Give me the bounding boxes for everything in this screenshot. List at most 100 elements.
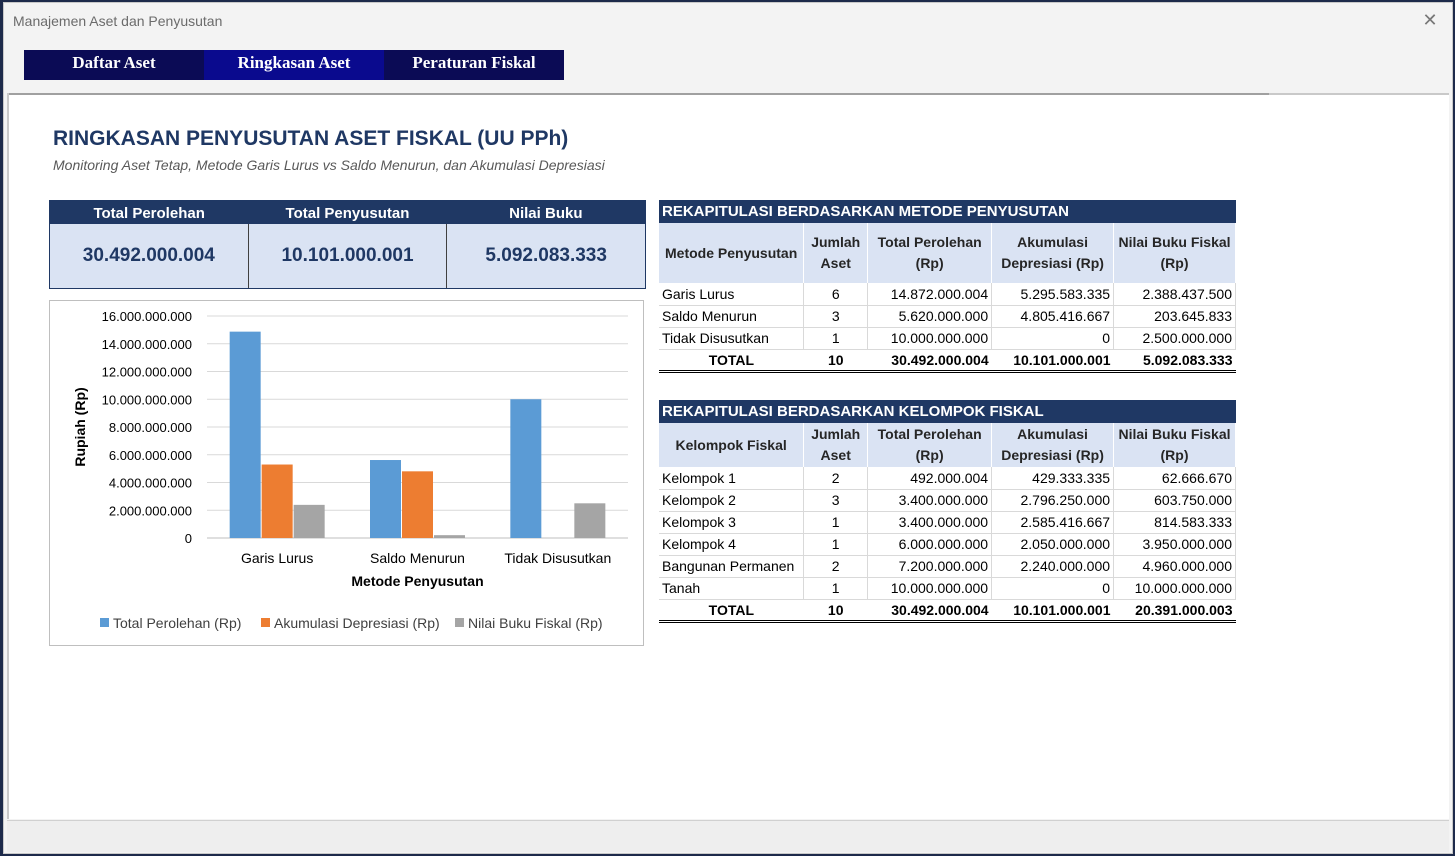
title-bar: Manajemen Aset dan Penyusutan ✕: [4, 3, 1452, 39]
y-tick-label: 16.000.000.000: [102, 309, 192, 324]
table-row[interactable]: Kelompok 1 2 492.000.004 429.333.335 62.…: [659, 467, 1236, 490]
cell[interactable]: 10.000.000.000: [867, 327, 993, 350]
cell[interactable]: Tidak Disusutkan: [659, 327, 805, 350]
cell[interactable]: 4.960.000.000: [1113, 555, 1236, 578]
rekap-metode-title: REKAPITULASI BERDASARKAN METODE PENYUSUT…: [659, 200, 1236, 223]
divider: [9, 93, 1269, 95]
kpi-total-penyusutan-value: 10.101.000.001: [249, 224, 448, 288]
cell[interactable]: 6.000.000.000: [867, 533, 993, 556]
y-tick-label: 2.000.000.000: [109, 503, 192, 518]
kpi-total-penyusutan-label: Total Penyusutan: [285, 205, 410, 222]
cell[interactable]: 2.240.000.000: [991, 555, 1115, 578]
cell[interactable]: Kelompok 3: [659, 511, 805, 534]
rekap-kelompok-table: REKAPITULASI BERDASARKAN KELOMPOK FISKAL…: [659, 400, 1236, 623]
cell[interactable]: 2: [803, 555, 869, 578]
cell[interactable]: 10.101.000.001: [991, 599, 1114, 623]
table-row[interactable]: Saldo Menurun 3 5.620.000.000 4.805.416.…: [659, 305, 1236, 328]
cell[interactable]: 1: [803, 327, 869, 350]
cell[interactable]: 20.391.000.003: [1113, 599, 1236, 623]
table-row[interactable]: Garis Lurus 6 14.872.000.004 5.295.583.3…: [659, 283, 1236, 306]
depreciation-chart[interactable]: 0 2.000.000.000 4.000.000.000 6.000.000.000…: [49, 300, 644, 646]
cell[interactable]: 3: [803, 305, 869, 328]
tab-peraturan-fiskal[interactable]: Peraturan Fiskal: [384, 50, 564, 80]
cell[interactable]: 0: [991, 577, 1115, 600]
x-axis-label: Metode Penyusutan: [351, 573, 483, 589]
table-row[interactable]: Bangunan Permanen 2 7.200.000.000 2.240.…: [659, 555, 1236, 578]
cell[interactable]: Garis Lurus: [659, 283, 805, 306]
cell[interactable]: 5.620.000.000: [867, 305, 993, 328]
cell[interactable]: 10: [803, 349, 868, 373]
cell[interactable]: 2.585.416.667: [991, 511, 1115, 534]
cell[interactable]: 6: [803, 283, 869, 306]
rekap-kelompok-title: REKAPITULASI BERDASARKAN KELOMPOK FISKAL: [659, 400, 1236, 423]
status-bar: [7, 820, 1449, 852]
cell[interactable]: 10: [803, 599, 868, 623]
cell[interactable]: 492.000.004: [867, 467, 993, 490]
cell[interactable]: 3.400.000.000: [867, 511, 993, 534]
table-row[interactable]: Kelompok 2 3 3.400.000.000 2.796.250.000…: [659, 489, 1236, 512]
cell[interactable]: 30.492.000.004: [867, 599, 992, 623]
cell[interactable]: Kelompok 1: [659, 467, 805, 490]
legend-swatch: [100, 618, 109, 627]
cell[interactable]: 7.200.000.000: [867, 555, 993, 578]
cell[interactable]: 3: [803, 489, 869, 512]
chart-bar: [261, 464, 293, 538]
header-akumulasi-depresiasi: Akumulasi Depresiasi (Rp): [991, 223, 1115, 283]
cell[interactable]: Tanah: [659, 577, 805, 600]
total-row[interactable]: TOTAL 10 30.492.000.004 10.101.000.001 5…: [659, 349, 1236, 373]
chart-bar: [574, 503, 606, 538]
cell[interactable]: 30.492.000.004: [867, 349, 992, 373]
kpi-nilai-buku-label: Nilai Buku: [509, 205, 583, 222]
cell[interactable]: 4.805.416.667: [991, 305, 1115, 328]
cell[interactable]: 0: [991, 327, 1115, 350]
cell[interactable]: 1: [803, 577, 869, 600]
table-row[interactable]: Tidak Disusutkan 1 10.000.000.000 0 2.50…: [659, 327, 1236, 350]
cell[interactable]: 62.666.670: [1113, 467, 1236, 490]
tab-daftar-aset[interactable]: Daftar Aset: [24, 50, 204, 80]
cell[interactable]: 10.101.000.001: [991, 349, 1114, 373]
table-row[interactable]: Kelompok 3 1 3.400.000.000 2.585.416.667…: [659, 511, 1236, 534]
header-nilai-buku: Nilai Buku Fiskal (Rp): [1113, 423, 1236, 467]
total-row[interactable]: TOTAL 10 30.492.000.004 10.101.000.001 2…: [659, 599, 1236, 623]
cell[interactable]: 2.050.000.000: [991, 533, 1115, 556]
kpi-total-perolehan-label: Total Perolehan: [93, 205, 205, 222]
cell[interactable]: 2.500.000.000: [1113, 327, 1236, 350]
header-kelompok: Kelompok Fiskal: [659, 423, 805, 467]
header-total-perolehan: Total Perolehan (Rp): [867, 423, 993, 467]
cell[interactable]: 5.092.083.333: [1113, 349, 1236, 373]
cell[interactable]: 2.388.437.500: [1113, 283, 1236, 306]
cell[interactable]: 10.000.000.000: [867, 577, 993, 600]
chart-svg: 0 2.000.000.000 4.000.000.000 6.000.000.000…: [72, 309, 628, 631]
cell[interactable]: TOTAL: [659, 349, 804, 373]
cell[interactable]: Saldo Menurun: [659, 305, 805, 328]
cell[interactable]: 603.750.000: [1113, 489, 1236, 512]
cell[interactable]: 429.333.335: [991, 467, 1115, 490]
y-tick-label: 0: [185, 531, 192, 546]
cell[interactable]: 5.295.583.335: [991, 283, 1115, 306]
cell[interactable]: 10.000.000.000: [1113, 577, 1236, 600]
cell[interactable]: 1: [803, 511, 869, 534]
cell[interactable]: 1: [803, 533, 869, 556]
table-row[interactable]: Tanah 1 10.000.000.000 0 10.000.000.000: [659, 577, 1236, 600]
cell[interactable]: 203.645.833: [1113, 305, 1236, 328]
cell[interactable]: 3.950.000.000: [1113, 533, 1236, 556]
cell[interactable]: Kelompok 2: [659, 489, 805, 512]
header-metode: Metode Penyusutan: [659, 223, 805, 283]
app-window: Manajemen Aset dan Penyusutan ✕ Daftar A…: [3, 2, 1453, 854]
cell[interactable]: 2: [803, 467, 869, 490]
cell[interactable]: TOTAL: [659, 599, 804, 623]
cell[interactable]: 3.400.000.000: [867, 489, 993, 512]
tab-ringkasan-aset[interactable]: Ringkasan Aset: [204, 50, 384, 80]
table-row[interactable]: Kelompok 4 1 6.000.000.000 2.050.000.000…: [659, 533, 1236, 556]
cell[interactable]: 814.583.333: [1113, 511, 1236, 534]
page-subtitle: Monitoring Aset Tetap, Metode Garis Luru…: [53, 157, 605, 173]
close-icon[interactable]: ✕: [1422, 10, 1438, 30]
kpi-total-perolehan-value: 30.492.000.004: [50, 224, 249, 288]
chart-bar: [434, 535, 465, 538]
chart-bar: [370, 460, 401, 538]
cell[interactable]: Kelompok 4: [659, 533, 805, 556]
cell[interactable]: Bangunan Permanen: [659, 555, 805, 578]
cell[interactable]: 14.872.000.004: [867, 283, 993, 306]
cell[interactable]: 2.796.250.000: [991, 489, 1115, 512]
chart-bar: [402, 471, 433, 538]
